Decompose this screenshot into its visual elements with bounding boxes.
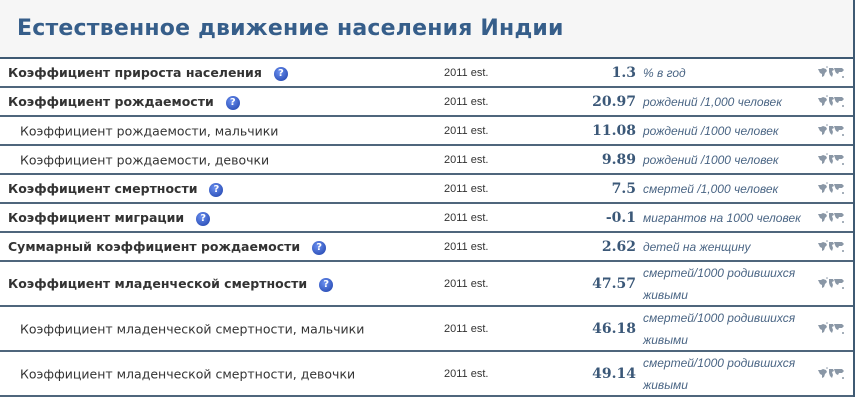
row-label[interactable]: Коэффициент смертности?	[8, 180, 224, 197]
row-unit: мигрантов на 1000 человек	[643, 210, 801, 225]
row-unit: рождений /1000 человек	[643, 123, 779, 138]
table-row: Коэффициент смертности? 2011 est. 7.5 см…	[0, 175, 853, 204]
page-title: Естественное движение населения Индии	[17, 16, 564, 41]
world-map-icon[interactable]	[817, 152, 845, 167]
help-icon[interactable]: ?	[319, 277, 334, 292]
row-date: 2011 est.	[444, 153, 489, 166]
row-label-link[interactable]: Суммарный коэффициент рождаемости	[8, 238, 301, 254]
world-map-icon[interactable]	[817, 321, 845, 336]
row-label[interactable]: Коэффициент младенческой смертности, мал…	[20, 321, 364, 336]
row-value: 11.08	[592, 122, 636, 139]
row-unit: рождений /1,000 человек	[643, 94, 782, 109]
help-icon[interactable]: ?	[196, 211, 211, 226]
row-value: 7.5	[611, 180, 636, 197]
table-row: Коэффициент младенческой смертности? 201…	[0, 262, 853, 307]
row-value: 9.89	[601, 151, 636, 168]
table-row: Коэффициент младенческой смертности, мал…	[0, 307, 853, 352]
table-row: Суммарный коэффициент рождаемости? 2011 …	[0, 233, 853, 262]
row-date: 2011 est.	[444, 277, 489, 290]
row-unit: рождений /1000 человек	[643, 152, 779, 167]
row-date: 2011 est.	[444, 95, 489, 108]
row-date: 2011 est.	[444, 240, 489, 253]
row-unit: смертей/1000 родившихся живыми	[643, 310, 796, 347]
row-date: 2011 est.	[444, 367, 489, 380]
row-label-link[interactable]: Коэффициент смертности	[8, 180, 198, 196]
stats-table: Коэффициент прироста населения? 2011 est…	[0, 57, 855, 397]
world-map-icon[interactable]	[817, 210, 845, 225]
row-label[interactable]: Коэффициент младенческой смертности, дев…	[20, 366, 355, 381]
row-label-link[interactable]: Коэффициент рождаемости	[8, 93, 214, 109]
world-map-icon[interactable]	[817, 65, 845, 80]
row-label-link[interactable]: Коэффициент младенческой смертности, дев…	[20, 366, 356, 381]
table-row: Коэффициент младенческой смертности, дев…	[0, 352, 853, 397]
row-label-link[interactable]: Коэффициент рождаемости, девочки	[20, 152, 270, 167]
row-label-link[interactable]: Коэффициент миграции	[8, 209, 185, 225]
row-unit: смертей/1000 родившихся живыми	[643, 265, 796, 302]
table-row: Коэффициент рождаемости, девочки 2011 es…	[0, 146, 853, 175]
row-label[interactable]: Коэффициент миграции?	[8, 209, 211, 226]
row-value: 49.14	[592, 365, 636, 382]
row-date: 2011 est.	[444, 322, 489, 335]
row-label[interactable]: Коэффициент рождаемости, мальчики	[20, 123, 278, 138]
row-label-link[interactable]: Коэффициент младенческой смертности	[8, 275, 308, 291]
table-row: Коэффициент рождаемости, мальчики 2011 e…	[0, 117, 853, 146]
table-row: Коэффициент миграции? 2011 est. -0.1 миг…	[0, 204, 853, 233]
world-map-icon[interactable]	[817, 181, 845, 196]
help-icon[interactable]: ?	[209, 182, 224, 197]
world-map-icon[interactable]	[817, 366, 845, 381]
world-map-icon[interactable]	[817, 123, 845, 138]
world-map-icon[interactable]	[817, 276, 845, 291]
row-unit: % в год	[643, 65, 686, 80]
table-row: Коэффициент прироста населения? 2011 est…	[0, 59, 853, 88]
row-label[interactable]: Коэффициент младенческой смертности?	[8, 275, 334, 292]
row-label[interactable]: Суммарный коэффициент рождаемости?	[8, 238, 327, 255]
row-value: -0.1	[605, 209, 636, 226]
row-unit: смертей /1,000 человек	[643, 181, 779, 196]
section-header: Естественное движение населения Индии	[0, 0, 855, 57]
row-unit: смертей/1000 родившихся живыми	[643, 355, 796, 392]
world-map-icon[interactable]	[817, 239, 845, 254]
row-value: 2.62	[601, 238, 636, 255]
row-value: 46.18	[592, 320, 636, 337]
row-date: 2011 est.	[444, 66, 489, 79]
row-value: 1.3	[611, 64, 636, 81]
row-value: 20.97	[592, 93, 636, 110]
row-date: 2011 est.	[444, 182, 489, 195]
row-label[interactable]: Коэффициент рождаемости?	[8, 94, 240, 110]
row-label[interactable]: Коэффициент прироста населения?	[8, 65, 288, 81]
row-label[interactable]: Коэффициент рождаемости, девочки	[20, 152, 269, 167]
row-label-link[interactable]: Коэффициент рождаемости, мальчики	[20, 123, 279, 138]
table-row: Коэффициент рождаемости? 2011 est. 20.97…	[0, 88, 853, 117]
help-icon[interactable]: ?	[225, 95, 240, 110]
world-map-icon[interactable]	[817, 94, 845, 109]
help-icon[interactable]: ?	[273, 66, 288, 81]
row-unit: детей на женщину	[643, 239, 751, 254]
row-date: 2011 est.	[444, 124, 489, 137]
row-label-link[interactable]: Коэффициент прироста населения	[8, 64, 262, 80]
row-label-link[interactable]: Коэффициент младенческой смертности, мал…	[20, 321, 365, 336]
help-icon[interactable]: ?	[312, 240, 327, 255]
row-date: 2011 est.	[444, 211, 489, 224]
row-value: 47.57	[592, 275, 636, 292]
